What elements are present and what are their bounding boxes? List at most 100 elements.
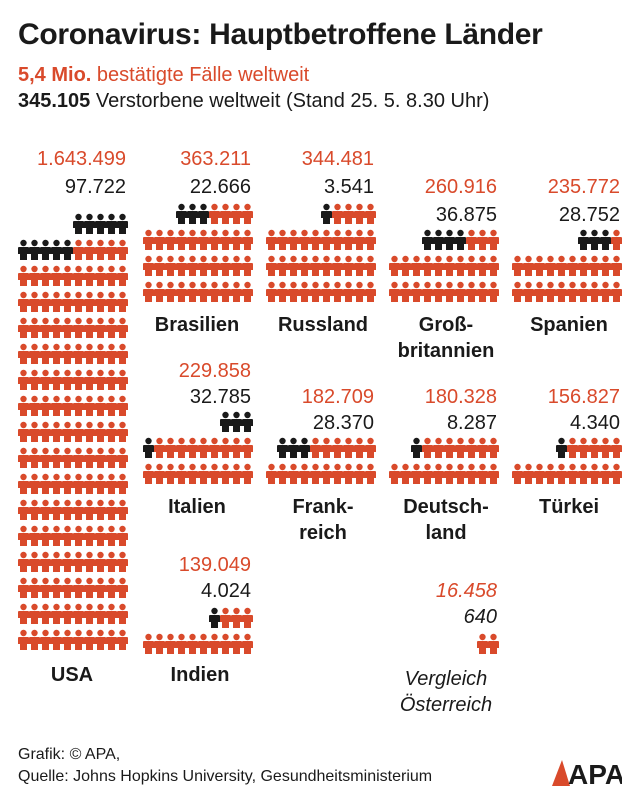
brasilien-case-figure xyxy=(220,203,231,224)
grossbritannien-case-figure xyxy=(433,255,444,276)
italien-case-figure xyxy=(198,437,209,458)
brasilien-deaths-label: 22.666 xyxy=(189,176,251,198)
usa-case-figure xyxy=(62,291,73,312)
usa-case-figure xyxy=(51,603,62,624)
brasilien-case-figure xyxy=(209,229,220,250)
usa-case-figure xyxy=(51,499,62,520)
brasilien-case-figure xyxy=(231,203,242,224)
grossbritannien-case-figure xyxy=(400,255,411,276)
brasilien-case-figure xyxy=(143,255,154,276)
usa-case-figure xyxy=(95,473,106,494)
indien-case-figure xyxy=(198,633,209,654)
spanien-deaths-label: 28.752 xyxy=(558,204,620,226)
usa-case-figure xyxy=(29,629,40,650)
grossbritannien-label-line1: Groß- xyxy=(418,314,474,336)
usa-case-figure xyxy=(18,447,29,468)
grossbritannien-case-figure xyxy=(411,255,422,276)
brasilien-case-figure xyxy=(231,255,242,276)
usa-case-figure xyxy=(106,447,117,468)
deutschland-case-figure xyxy=(422,463,433,484)
russland-case-figure xyxy=(343,281,354,302)
usa-case-figure xyxy=(29,395,40,416)
usa-case-figure xyxy=(73,317,84,338)
russland-case-figure xyxy=(354,203,365,224)
indien-case-figure xyxy=(220,633,231,654)
brasilien-case-figure xyxy=(209,255,220,276)
usa-case-figure xyxy=(18,577,29,598)
tuerkei-case-figure xyxy=(545,463,556,484)
usa-case-figure xyxy=(117,265,128,286)
russland-case-figure xyxy=(343,203,354,224)
italien-case-figure xyxy=(165,463,176,484)
indien-case-figure xyxy=(165,633,176,654)
frankreich-case-figure xyxy=(343,463,354,484)
brasilien-case-figure xyxy=(187,255,198,276)
usa-case-figure xyxy=(84,499,95,520)
grossbritannien-case-figure xyxy=(488,255,499,276)
apa-logo: APA xyxy=(552,759,622,788)
frankreich-case-figure xyxy=(299,463,310,484)
brasilien-case-figure xyxy=(209,281,220,302)
usa-case-figure xyxy=(51,395,62,416)
chart-title: Coronavirus: Hauptbetroffene Länder xyxy=(18,18,543,51)
russland-case-figure xyxy=(343,229,354,250)
usa-case-figure xyxy=(51,343,62,364)
italien-country-label: Italien xyxy=(168,496,226,518)
usa-case-figure xyxy=(95,447,106,468)
frankreich-case-figure xyxy=(332,463,343,484)
usa-case-figure xyxy=(84,291,95,312)
usa-case-figure xyxy=(62,447,73,468)
russland-case-figure xyxy=(299,281,310,302)
deutschland-case-figure xyxy=(433,437,444,458)
russland-case-figure xyxy=(365,281,376,302)
indien-case-figure xyxy=(187,633,198,654)
usa-case-figure xyxy=(73,291,84,312)
usa-case-figure xyxy=(73,551,84,572)
brasilien-case-figure xyxy=(242,229,253,250)
usa-case-figure xyxy=(117,473,128,494)
tuerkei-death-figure xyxy=(556,437,567,458)
usa-case-figure xyxy=(95,343,106,364)
frankreich-case-figure xyxy=(310,437,321,458)
usa-case-figure xyxy=(62,577,73,598)
usa-cases-label: 1.643.499 xyxy=(37,148,126,170)
usa-case-figure xyxy=(84,551,95,572)
indien-case-figure xyxy=(220,607,231,628)
spanien-case-figure xyxy=(512,255,523,276)
brasilien-case-figure xyxy=(198,255,209,276)
deutschland-case-figure xyxy=(488,437,499,458)
brasilien-case-figure xyxy=(209,203,220,224)
usa-case-figure xyxy=(95,291,106,312)
usa-case-figure xyxy=(117,629,128,650)
usa-case-figure xyxy=(18,551,29,572)
usa-case-figure xyxy=(117,317,128,338)
spanien-case-figure xyxy=(567,281,578,302)
subtitle-cases: 5,4 Mio. bestätigte Fälle weltweit xyxy=(18,64,309,87)
russland-case-figure xyxy=(266,281,277,302)
grossbritannien-case-figure xyxy=(389,255,400,276)
brasilien-case-figure xyxy=(198,229,209,250)
deutschland-case-figure xyxy=(455,463,466,484)
spanien-case-figure xyxy=(545,255,556,276)
spanien-case-figure xyxy=(589,281,600,302)
grossbritannien-case-figure xyxy=(488,281,499,302)
spanien-case-figure xyxy=(589,255,600,276)
tuerkei-case-figure xyxy=(600,463,611,484)
usa-country-label: USA xyxy=(50,664,94,686)
spanien-case-figure xyxy=(578,255,589,276)
usa-case-figure xyxy=(18,395,29,416)
usa-case-figure xyxy=(117,447,128,468)
deutschland-country-label: Deutsch-land xyxy=(389,494,503,546)
italien-case-figure xyxy=(198,463,209,484)
usa-case-figure xyxy=(95,265,106,286)
italien-case-figure xyxy=(209,437,220,458)
tuerkei-deaths-label: 4.340 xyxy=(569,412,620,434)
usa-case-figure xyxy=(106,395,117,416)
russland-case-figure xyxy=(310,281,321,302)
brasilien-death-figure xyxy=(198,203,209,224)
italien-case-figure xyxy=(187,437,198,458)
grossbritannien-case-figure xyxy=(389,281,400,302)
usa-case-figure xyxy=(40,395,51,416)
grossbritannien-case-figure xyxy=(477,255,488,276)
usa-case-figure xyxy=(62,525,73,546)
